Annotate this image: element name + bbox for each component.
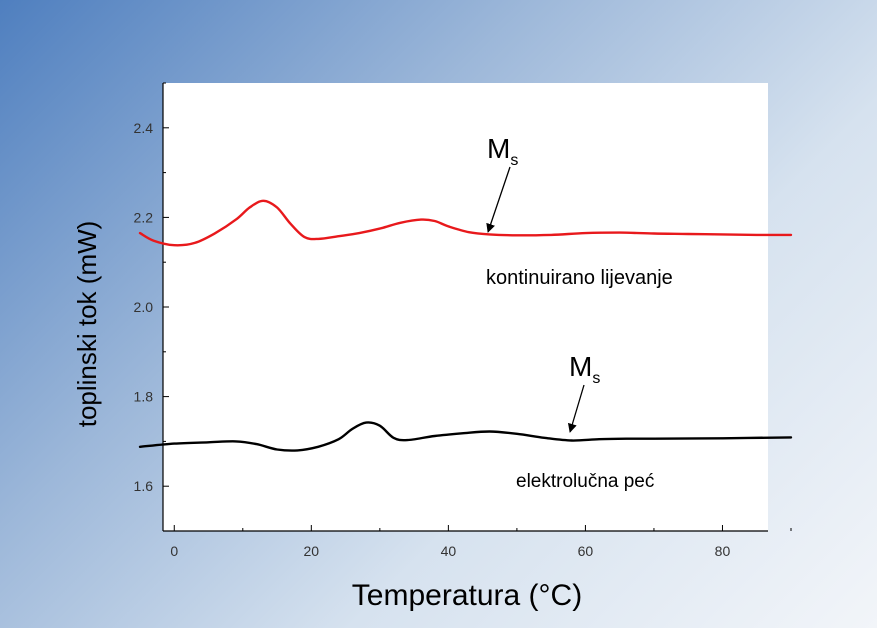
- plot-area: [163, 83, 768, 531]
- y-tick-label: 2.0: [134, 299, 154, 315]
- series-layer: [138, 199, 793, 452]
- y-tick-label: 2.2: [134, 209, 154, 225]
- x-tick-label: 60: [578, 543, 594, 559]
- ms-symbol-lower: M: [569, 351, 592, 382]
- x-tick-label: 0: [170, 543, 178, 559]
- ms-annotation-upper: Ms: [486, 133, 518, 233]
- ms-annotation-lower: Ms: [567, 351, 600, 433]
- y-tick-label: 2.4: [134, 120, 154, 136]
- series-label-kontinuirano: kontinuirano lijevanje: [486, 267, 673, 289]
- x-tick-label: 20: [304, 543, 320, 559]
- x-axis-label: Temperatura (°C): [352, 579, 582, 612]
- x-tick-label: 80: [715, 543, 731, 559]
- y-tick-label: 1.8: [134, 389, 154, 405]
- series-line-kontinuirano-lijevanje: [138, 199, 793, 247]
- x-axis: 0 20 40 60 80: [163, 525, 792, 559]
- y-axis: 1.6 1.8 2.0 2.2 2.4: [134, 82, 169, 532]
- series-line-elektrolucna-pec: [138, 421, 793, 452]
- svg-text:Ms: Ms: [487, 133, 518, 169]
- ms-arrow-upper: [486, 166, 511, 233]
- ms-subscript-lower: s: [592, 370, 600, 387]
- x-tick-label: 40: [441, 543, 457, 559]
- ms-subscript-upper: s: [510, 152, 518, 169]
- svg-text:Ms: Ms: [569, 351, 600, 387]
- ms-arrow-lower: [567, 384, 585, 433]
- series-label-elektrolucna: elektrolučna peć: [516, 471, 654, 492]
- y-axis-label: toplinski tok (mW): [72, 221, 102, 428]
- ms-symbol-upper: M: [487, 133, 510, 164]
- y-tick-label: 1.6: [134, 478, 154, 494]
